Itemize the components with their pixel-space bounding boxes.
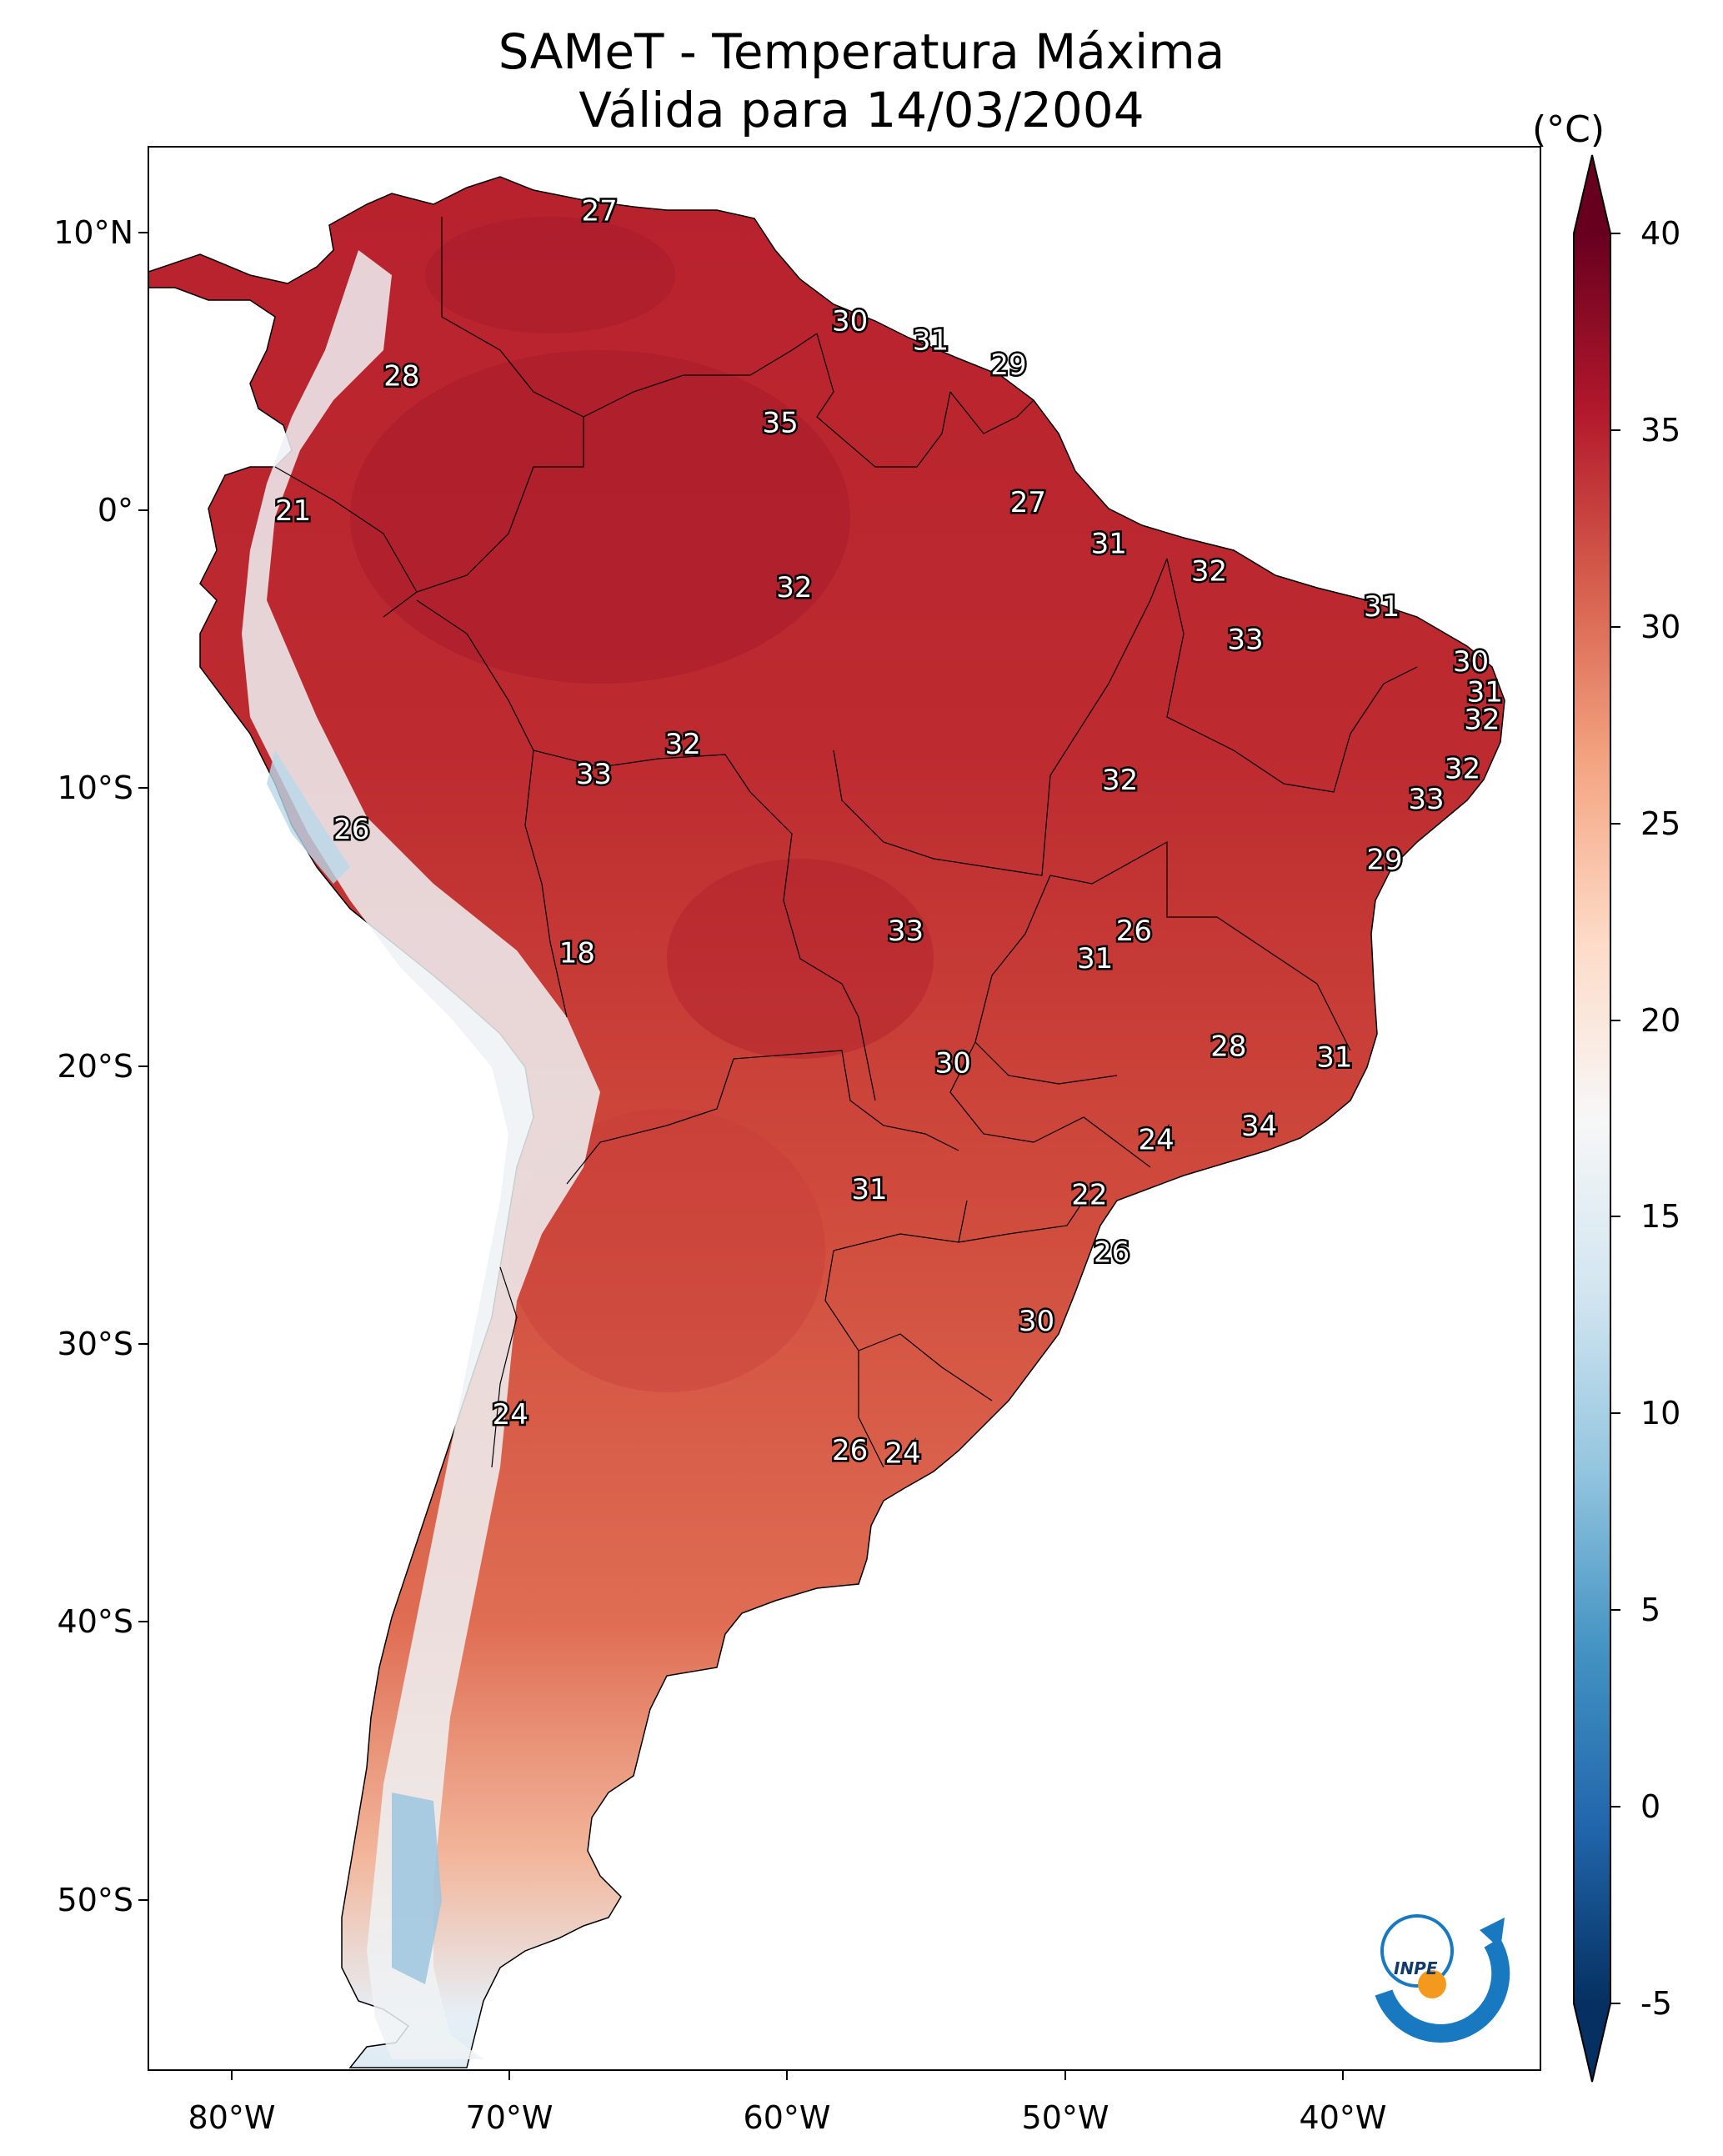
lon-label-40w: 40°W (1299, 2099, 1387, 2136)
chaco-hotspot (508, 1109, 825, 1392)
andes-cold-band (242, 250, 600, 2059)
lat-label-10s: 10°S (57, 770, 133, 806)
lon-label-80w: 80°W (188, 2099, 276, 2136)
temperature-label: 24 (885, 1436, 921, 1470)
temperature-label: 22 (1071, 1178, 1107, 1211)
temperature-label: 32 (1191, 554, 1227, 588)
temperature-label: 32 (1102, 764, 1138, 797)
temperature-label: 24 (493, 1398, 528, 1431)
temperature-label: 24 (1138, 1124, 1174, 1157)
temperature-label: 32 (776, 571, 812, 604)
temperature-label: 27 (581, 195, 617, 228)
temperature-label: 32 (665, 728, 701, 761)
temperature-label: 28 (383, 359, 419, 393)
colorbar-tick-25: 25 (1640, 805, 1681, 842)
temperature-label: 21 (275, 494, 311, 528)
colorbar-tick-minus5: -5 (1640, 1985, 1672, 2022)
temperature-label: 33 (1408, 783, 1444, 816)
temperature-label: 26 (1094, 1236, 1129, 1270)
temperature-label: 33 (888, 915, 924, 948)
temperature-label: 30 (832, 304, 868, 338)
patagonia-ice-cold (392, 1792, 442, 1984)
lat-label-20s: 20°S (57, 1048, 133, 1085)
colorbar-tick-30: 30 (1640, 609, 1681, 645)
lon-label-70w: 70°W (465, 2099, 553, 2136)
temperature-label: 35 (763, 406, 799, 439)
colorbar-tick-40: 40 (1640, 215, 1681, 252)
lat-label-40s: 40°S (57, 1603, 133, 1640)
temperature-label: 31 (913, 323, 949, 357)
axis-ticks (138, 232, 1344, 2080)
temperature-label: 26 (1116, 915, 1152, 948)
temperature-label: 31 (1364, 590, 1400, 624)
temperature-label: 26 (832, 1434, 868, 1467)
temperature-label: 31 (1091, 527, 1127, 560)
lon-label-50w: 50°W (1021, 2099, 1109, 2136)
colorbar-unit: (°C) (1532, 108, 1605, 151)
temperature-label: 30 (1453, 645, 1489, 679)
colorbar-tick-0: 0 (1640, 1788, 1661, 1825)
colorbar (1573, 154, 1620, 2083)
colorbar-tick-5: 5 (1640, 1592, 1661, 1628)
lat-label-50s: 50°S (57, 1882, 133, 1918)
inpe-logo-text: INPE (1394, 1958, 1438, 1978)
peru-andes-cold (267, 750, 350, 884)
amazon-hotspot (350, 350, 850, 684)
temperature-label: 32 (1464, 703, 1500, 736)
temperature-label: 29 (990, 348, 1026, 382)
temperature-label: 18 (559, 936, 595, 970)
temperature-label: 33 (576, 758, 612, 791)
temperature-label: 28 (1210, 1030, 1246, 1063)
temperature-label: 31 (851, 1173, 887, 1206)
colorbar-tick-20: 20 (1640, 1002, 1681, 1039)
temperature-label: 31 (1077, 942, 1113, 975)
temperature-label: 30 (935, 1046, 971, 1080)
temperature-label: 31 (1467, 675, 1503, 709)
colorbar-tick-15: 15 (1640, 1198, 1681, 1235)
lat-label-10n: 10°N (53, 214, 133, 251)
venezuela-hotspot (425, 217, 675, 333)
temperature-label: 34 (1241, 1110, 1277, 1143)
map-subtitle: Válida para 14/03/2004 (579, 82, 1144, 138)
temperature-label: 29 (1366, 843, 1402, 876)
lat-label-30s: 30°S (57, 1326, 133, 1362)
temperature-label: 32 (1445, 753, 1480, 786)
colorbar-tick-10: 10 (1640, 1395, 1681, 1431)
temperature-label: 30 (1019, 1305, 1054, 1338)
lon-label-60w: 60°W (743, 2099, 831, 2136)
lat-label-0: 0° (97, 492, 133, 529)
temperature-label: 33 (1227, 624, 1263, 657)
inpe-logo: INPE (1375, 1914, 1510, 2043)
country-borders (274, 217, 1418, 1468)
map-title: SAMeT - Temperatura Máxima (498, 23, 1225, 80)
colorbar-tick-35: 35 (1640, 412, 1681, 449)
temperature-label: 27 (1010, 486, 1046, 519)
temperature-label: 31 (1316, 1041, 1352, 1075)
temperature-label: 26 (333, 813, 369, 846)
map-frame (148, 146, 1541, 2071)
